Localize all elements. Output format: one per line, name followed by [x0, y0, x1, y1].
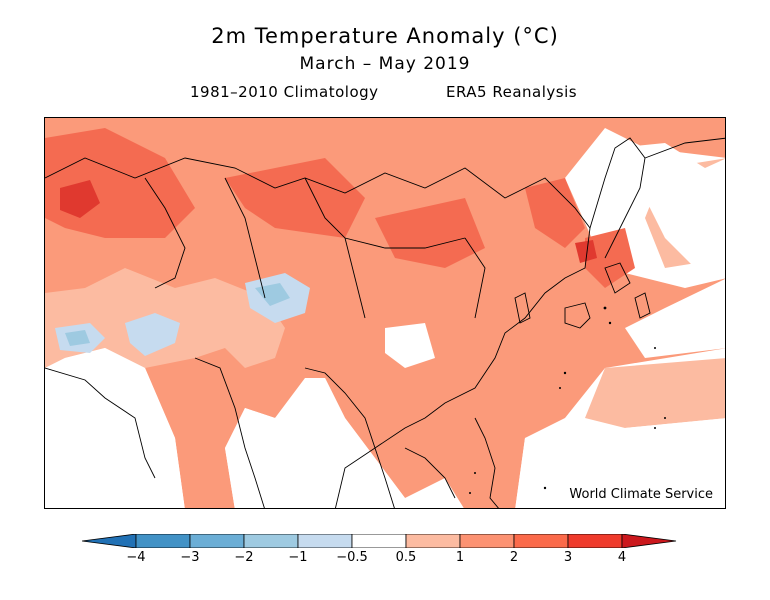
anomaly-map	[45, 118, 725, 508]
colorbar-tick-label: −0.5	[336, 550, 368, 565]
colorbar-tick-label: −2	[234, 550, 254, 565]
colorbar-tick-label: −4	[126, 550, 146, 565]
map-period: March – May 2019	[299, 54, 471, 74]
map-title: 2m Temperature Anomaly (°C)	[211, 24, 559, 48]
coastlines	[45, 137, 725, 508]
credit-text: World Climate Service	[569, 487, 713, 502]
colorbar-tick-label: −1	[288, 550, 308, 565]
anomaly-shading	[45, 118, 725, 508]
colorbar-tick-label: −3	[180, 550, 200, 565]
colorbar-segment	[405, 534, 461, 548]
colorbar-tick-label: 4	[617, 550, 627, 565]
colorbar-tick-label: 2	[509, 550, 519, 565]
colorbar-segment	[513, 534, 569, 548]
colorbar-segment	[135, 534, 191, 548]
colorbar-segment	[351, 534, 407, 548]
colorbar-segment	[243, 534, 299, 548]
dataset-label: ERA5 Reanalysis	[446, 83, 578, 101]
colorbar-segment	[567, 534, 623, 548]
colorbar-tick-label: 0.5	[395, 550, 417, 565]
colorbar-segment	[297, 534, 353, 548]
colorbar	[82, 534, 677, 548]
colorbar-tick-label: 1	[455, 550, 465, 565]
climatology-label: 1981–2010 Climatology	[190, 83, 379, 101]
colorbar-segment	[459, 534, 515, 548]
colorbar-arrow-high	[621, 534, 677, 548]
map-panel: World Climate Service	[44, 117, 726, 509]
colorbar-segment	[189, 534, 245, 548]
colorbar-arrow-low	[82, 534, 137, 548]
islands	[469, 306, 666, 494]
colorbar-tick-label: 3	[563, 550, 573, 565]
